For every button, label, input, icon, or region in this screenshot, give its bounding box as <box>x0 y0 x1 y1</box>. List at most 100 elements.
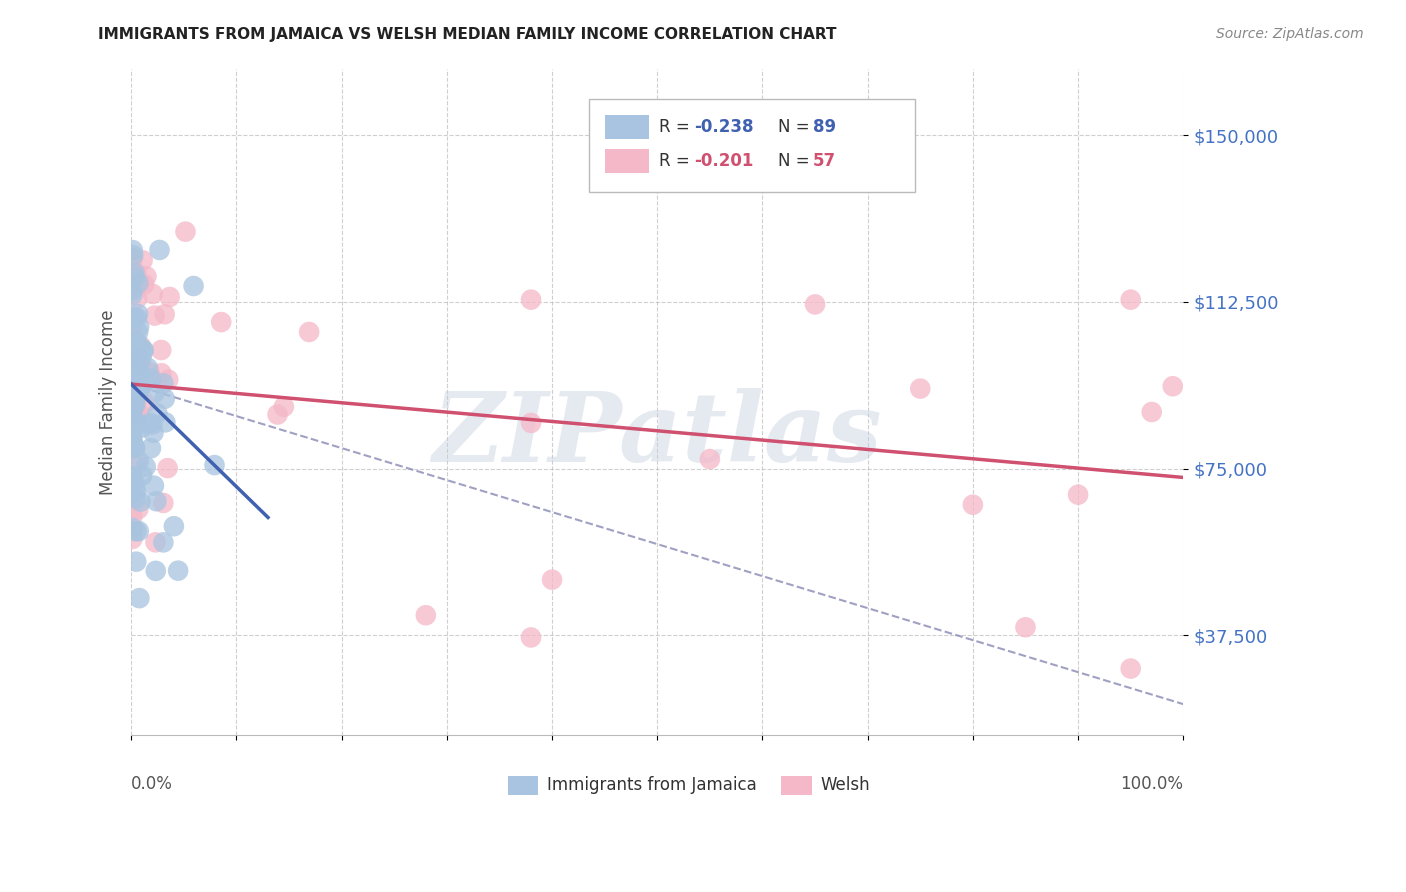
Point <box>298 325 321 339</box>
Point <box>124 392 146 406</box>
Text: 100.0%: 100.0% <box>1121 775 1184 793</box>
Point <box>121 469 143 483</box>
Point <box>209 315 232 329</box>
Point <box>121 423 143 437</box>
Point <box>122 393 145 408</box>
Point <box>520 293 543 307</box>
Point <box>125 484 148 499</box>
Point <box>125 292 148 306</box>
Point <box>125 310 148 325</box>
Point <box>128 319 150 334</box>
Point <box>150 343 173 357</box>
Point <box>156 461 179 475</box>
Point <box>124 398 146 412</box>
Point <box>121 398 143 412</box>
Point <box>1119 293 1142 307</box>
Point <box>121 252 143 267</box>
Point <box>146 406 169 420</box>
Point <box>128 364 150 378</box>
Point <box>121 436 143 450</box>
Point <box>139 442 162 456</box>
Point <box>266 408 288 422</box>
Point <box>142 478 165 492</box>
Point <box>131 468 153 483</box>
Point <box>122 416 145 430</box>
Point <box>962 498 984 512</box>
Point <box>127 307 149 321</box>
Point <box>125 373 148 387</box>
Point <box>121 429 143 443</box>
Point <box>121 359 143 373</box>
Point <box>1119 662 1142 676</box>
Point <box>127 276 149 290</box>
Point <box>159 290 181 304</box>
FancyBboxPatch shape <box>589 98 915 192</box>
Point <box>121 284 143 298</box>
Text: N =: N = <box>779 119 815 136</box>
Point <box>127 502 149 516</box>
Point <box>134 396 156 410</box>
Point <box>129 494 152 508</box>
Point <box>152 496 174 510</box>
Point <box>153 392 176 406</box>
Point <box>125 555 148 569</box>
Point <box>121 471 143 485</box>
Point <box>124 481 146 495</box>
Point <box>121 524 143 538</box>
Point <box>125 410 148 425</box>
Point <box>155 415 177 429</box>
Point <box>121 427 143 442</box>
Point <box>143 309 166 323</box>
Text: 89: 89 <box>813 119 837 136</box>
Point <box>520 631 543 645</box>
Point <box>125 455 148 469</box>
Point <box>150 366 173 380</box>
Point <box>121 433 143 447</box>
Text: -0.201: -0.201 <box>695 152 754 169</box>
Point <box>121 346 143 360</box>
Point <box>129 339 152 353</box>
Point <box>121 385 143 400</box>
Y-axis label: Median Family Income: Median Family Income <box>100 310 117 495</box>
Point <box>128 454 150 468</box>
Text: -0.238: -0.238 <box>695 119 754 136</box>
Point <box>1140 405 1163 419</box>
Point <box>121 509 143 524</box>
Point <box>121 423 143 437</box>
FancyBboxPatch shape <box>605 149 648 172</box>
Point <box>129 358 152 372</box>
Point <box>163 519 186 533</box>
Point <box>699 452 721 467</box>
Point <box>121 321 143 335</box>
Point <box>124 334 146 349</box>
Text: Immigrants from Jamaica: Immigrants from Jamaica <box>547 776 756 794</box>
Point <box>127 406 149 420</box>
Point <box>121 340 143 354</box>
Point <box>273 400 295 414</box>
Point <box>121 406 143 420</box>
Point <box>152 376 174 391</box>
Point <box>139 416 162 430</box>
Point <box>122 394 145 409</box>
Point <box>910 382 932 396</box>
Point <box>124 392 146 406</box>
Point <box>122 407 145 421</box>
Point <box>121 409 143 424</box>
FancyBboxPatch shape <box>508 775 538 795</box>
Point <box>132 343 155 357</box>
Point <box>138 365 160 379</box>
Point <box>541 573 564 587</box>
Point <box>128 524 150 538</box>
Point <box>143 386 166 401</box>
Point <box>1014 620 1036 634</box>
Point <box>148 243 170 257</box>
Point <box>132 343 155 358</box>
Point <box>124 270 146 285</box>
Point <box>129 381 152 395</box>
Point <box>131 253 153 268</box>
FancyBboxPatch shape <box>605 115 648 139</box>
Point <box>124 367 146 381</box>
Point <box>124 442 146 456</box>
Point <box>127 335 149 350</box>
Point <box>804 297 827 311</box>
